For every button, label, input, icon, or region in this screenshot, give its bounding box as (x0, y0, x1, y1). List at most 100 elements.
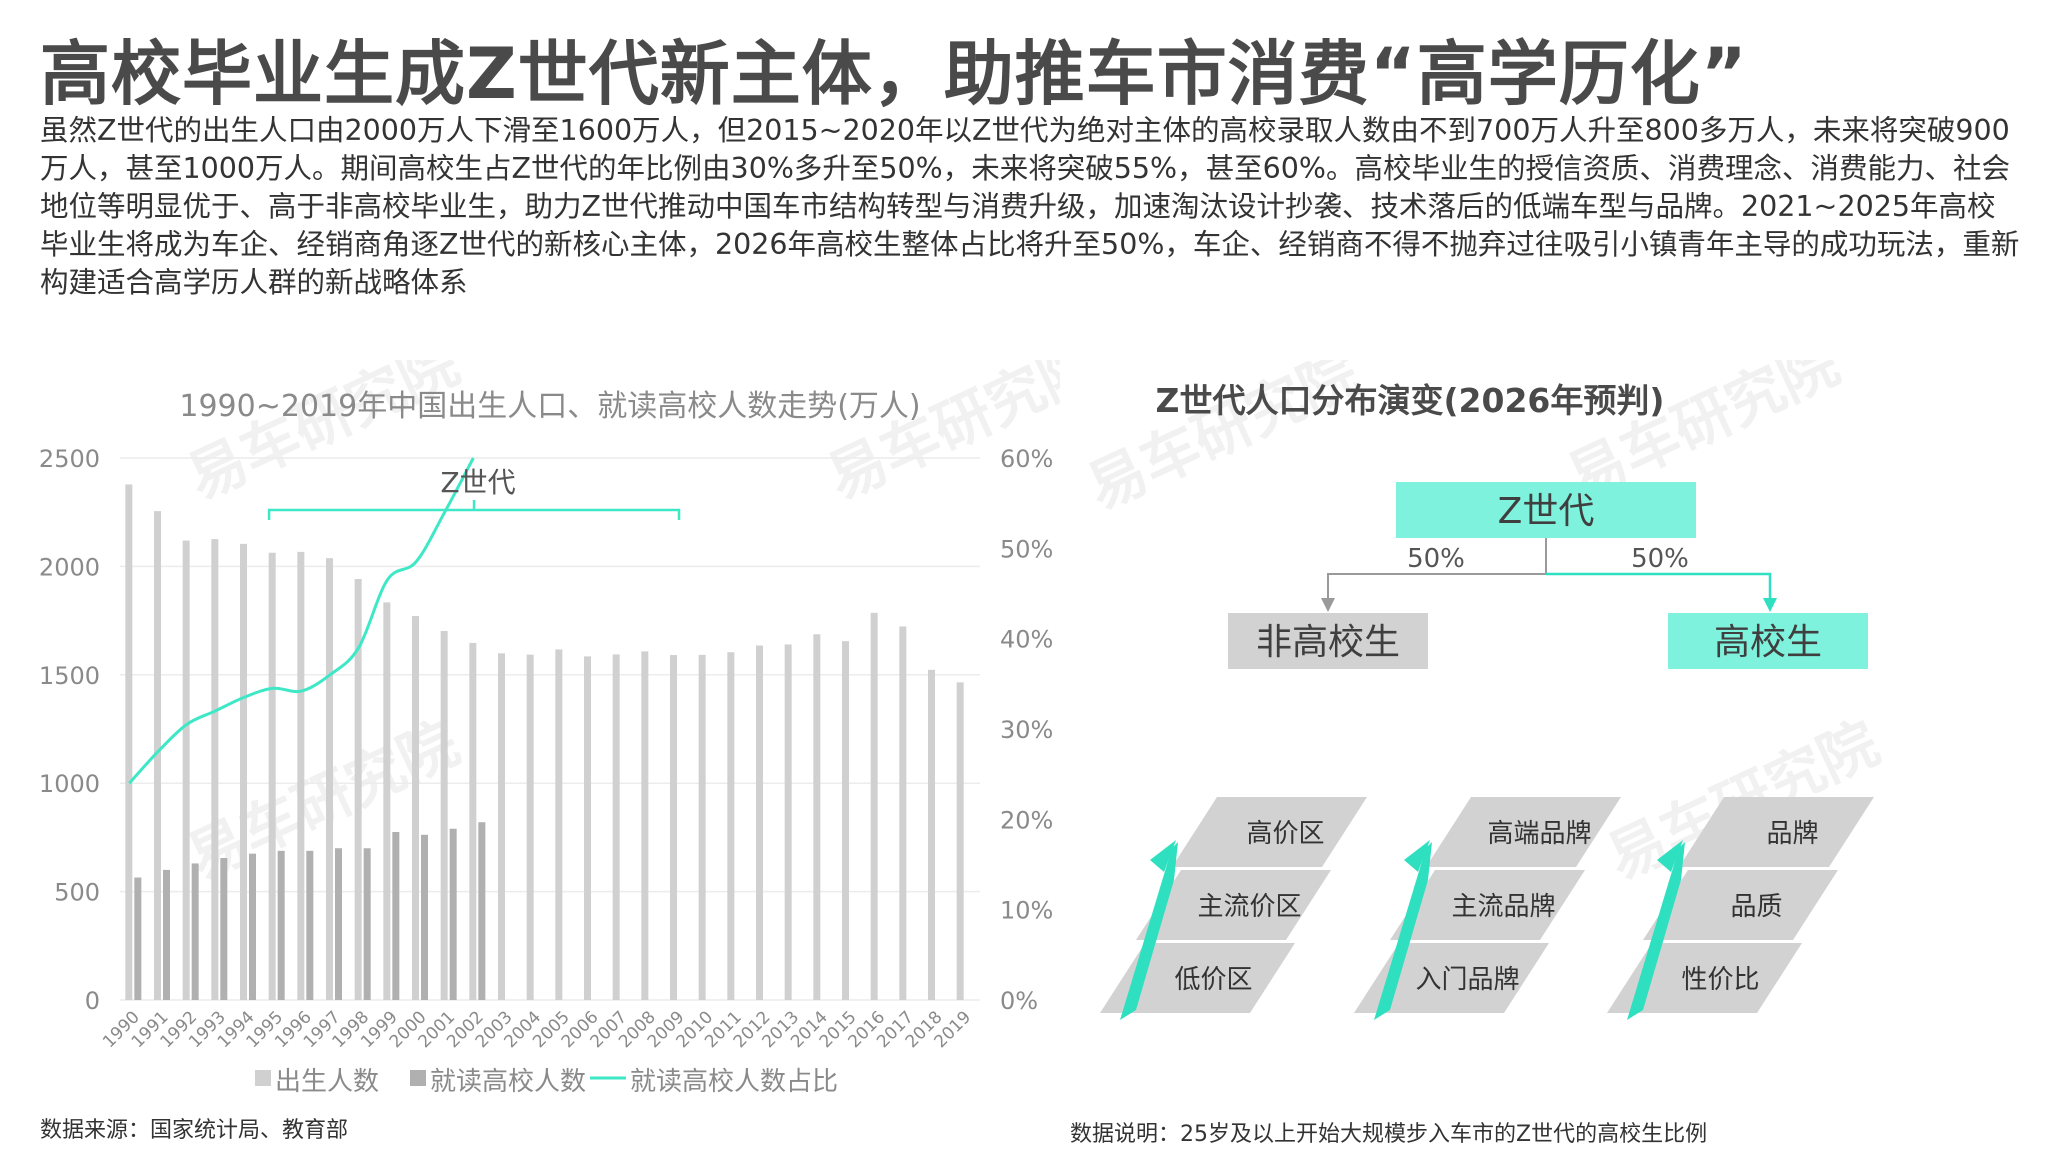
bar-enrollment (191, 863, 199, 1000)
trend-arrow-icon (1374, 842, 1432, 1020)
tier-label: 品牌 (1766, 819, 1818, 849)
bar-enrollment (335, 848, 342, 1000)
y2-tick-label: 40% (1000, 626, 1053, 654)
chart-gridlines (120, 457, 980, 1001)
legend-swatch (255, 1070, 271, 1086)
y-tick-label: 500 (54, 879, 100, 907)
right-node-label: 高校生 (1714, 622, 1822, 663)
chart-legend: 出生人数 就读高校人数 就读高校人数占比 (255, 1067, 838, 1097)
connector-left (1327, 538, 1547, 600)
y2-tick-label: 20% (1000, 806, 1053, 834)
connector-right (1546, 572, 1772, 600)
bar-birth (125, 484, 133, 1000)
right-percentage: 50% (1631, 544, 1689, 574)
bar-birth (326, 558, 333, 1000)
legend-label: 就读高校人数占比 (630, 1067, 838, 1097)
bar-birth (383, 602, 391, 1000)
trend-arrow-icon (1120, 842, 1178, 1020)
birth-enrollment-chart: 易车研究院 易车研究院 易车研究院 1990~2019年中国出生人口、就读高校人… (39, 360, 1060, 1097)
bar-birth (899, 626, 907, 1000)
bar-birth (154, 511, 161, 1000)
bar-birth (354, 578, 362, 1000)
y2-tick-label: 50% (1000, 535, 1053, 563)
bar-birth (211, 539, 219, 1000)
bar-birth (641, 651, 649, 1000)
tier-bar (1172, 797, 1367, 867)
bar-birth (870, 612, 878, 1000)
bar-enrollment (392, 831, 400, 1000)
tier-bar (1643, 870, 1838, 940)
y2-tick-label: 30% (1000, 716, 1053, 744)
y-tick-label: 1000 (39, 770, 100, 798)
watermark-text: 易车研究院 (817, 360, 1060, 513)
y-axis-left: 2500 2000 1500 1000 500 0 (39, 445, 100, 1015)
y-tick-label: 1500 (39, 662, 100, 690)
bar-birth (670, 655, 677, 1000)
bar-birth (584, 656, 591, 1000)
bar-enrollment (363, 848, 371, 1000)
y-axis-right: 60% 50% 40% 30% 20% 10% 0% (1000, 445, 1053, 1015)
legend-label: 出生人数 (275, 1067, 379, 1097)
bar-enrollment (163, 869, 170, 1000)
bar-birth (756, 645, 763, 1000)
legend-label: 就读高校人数 (430, 1067, 586, 1097)
bar-birth (698, 654, 706, 1000)
bar-enrollment (134, 877, 142, 1000)
population-diagram: 易车研究院 易车研究院 易车研究院 Z世代人口分布演变(2026年预判) Z世代… (1077, 360, 1889, 1020)
bar-birth (268, 552, 276, 1000)
bar-birth (612, 654, 620, 1000)
y-tick-label: 2000 (39, 553, 100, 581)
trend-arrow-head-icon (1657, 840, 1683, 872)
bar-series (125, 484, 964, 1000)
bar-enrollment (306, 850, 314, 1000)
bracket-label: Z世代 (440, 466, 515, 499)
y-tick-label: 2500 (39, 445, 100, 473)
y2-tick-label: 0% (1000, 987, 1038, 1015)
page-title: 高校毕业生成Z世代新主体，助推车市消费“高学历化” (40, 33, 1748, 115)
left-node (1228, 613, 1428, 669)
arrow-right (1763, 598, 1777, 612)
bracket-line (267, 500, 681, 520)
bar-birth (240, 543, 247, 1000)
y2-tick-label: 10% (1000, 897, 1053, 925)
tier-label: 主流价区 (1197, 892, 1301, 922)
bar-birth (498, 653, 505, 1000)
bar-birth (412, 616, 419, 1000)
watermark-text: 易车研究院 (177, 360, 469, 513)
bar-birth (469, 642, 477, 1000)
bar-enrollment (449, 828, 457, 1000)
bar-birth (842, 641, 849, 1000)
trend-arrow-icon (1627, 842, 1685, 1020)
tier-bar (1136, 870, 1331, 940)
bar-enrollment (220, 857, 228, 1000)
bar-birth (182, 540, 190, 1000)
legend-swatch (410, 1070, 426, 1086)
root-node-label: Z世代 (1498, 491, 1595, 532)
tier-label: 入门品牌 (1415, 965, 1519, 995)
bar-birth (440, 631, 448, 1000)
tier-label: 品质 (1730, 892, 1782, 922)
trend-arrow-head-icon (1150, 840, 1176, 872)
tier-label: 高端品牌 (1487, 819, 1591, 849)
left-percentage: 50% (1407, 544, 1465, 574)
tier-bar (1426, 797, 1621, 867)
diagram-title: Z世代人口分布演变(2026年预判) (1156, 381, 1665, 420)
y2-tick-label: 60% (1000, 445, 1053, 473)
bar-birth (555, 649, 563, 1000)
arrow-left (1321, 598, 1335, 612)
bar-enrollment (249, 853, 256, 1000)
bar-birth (297, 551, 305, 1000)
bar-birth (813, 634, 821, 1000)
summary-paragraph: 虽然Z世代的出生人口由2000万人下滑至1600万人，但2015~2020年以Z… (40, 114, 2020, 299)
x-axis: 1990199119921993199419951996199719981999… (99, 1007, 975, 1052)
tier-label: 高价区 (1246, 819, 1324, 849)
tier-label: 低价区 (1174, 965, 1252, 995)
left-node-label: 非高校生 (1256, 622, 1400, 663)
chart-title: 1990~2019年中国出生人口、就读高校人数走势(万人) (179, 389, 920, 424)
tier-bar (1390, 870, 1585, 940)
bar-birth (526, 654, 534, 1000)
bar-enrollment (277, 850, 285, 1000)
data-source: 数据来源：国家统计局、教育部 (40, 1118, 349, 1143)
data-note: 数据说明：25岁及以上开始大规模步入车市的Z世代的高校生比例 (1070, 1122, 1708, 1147)
